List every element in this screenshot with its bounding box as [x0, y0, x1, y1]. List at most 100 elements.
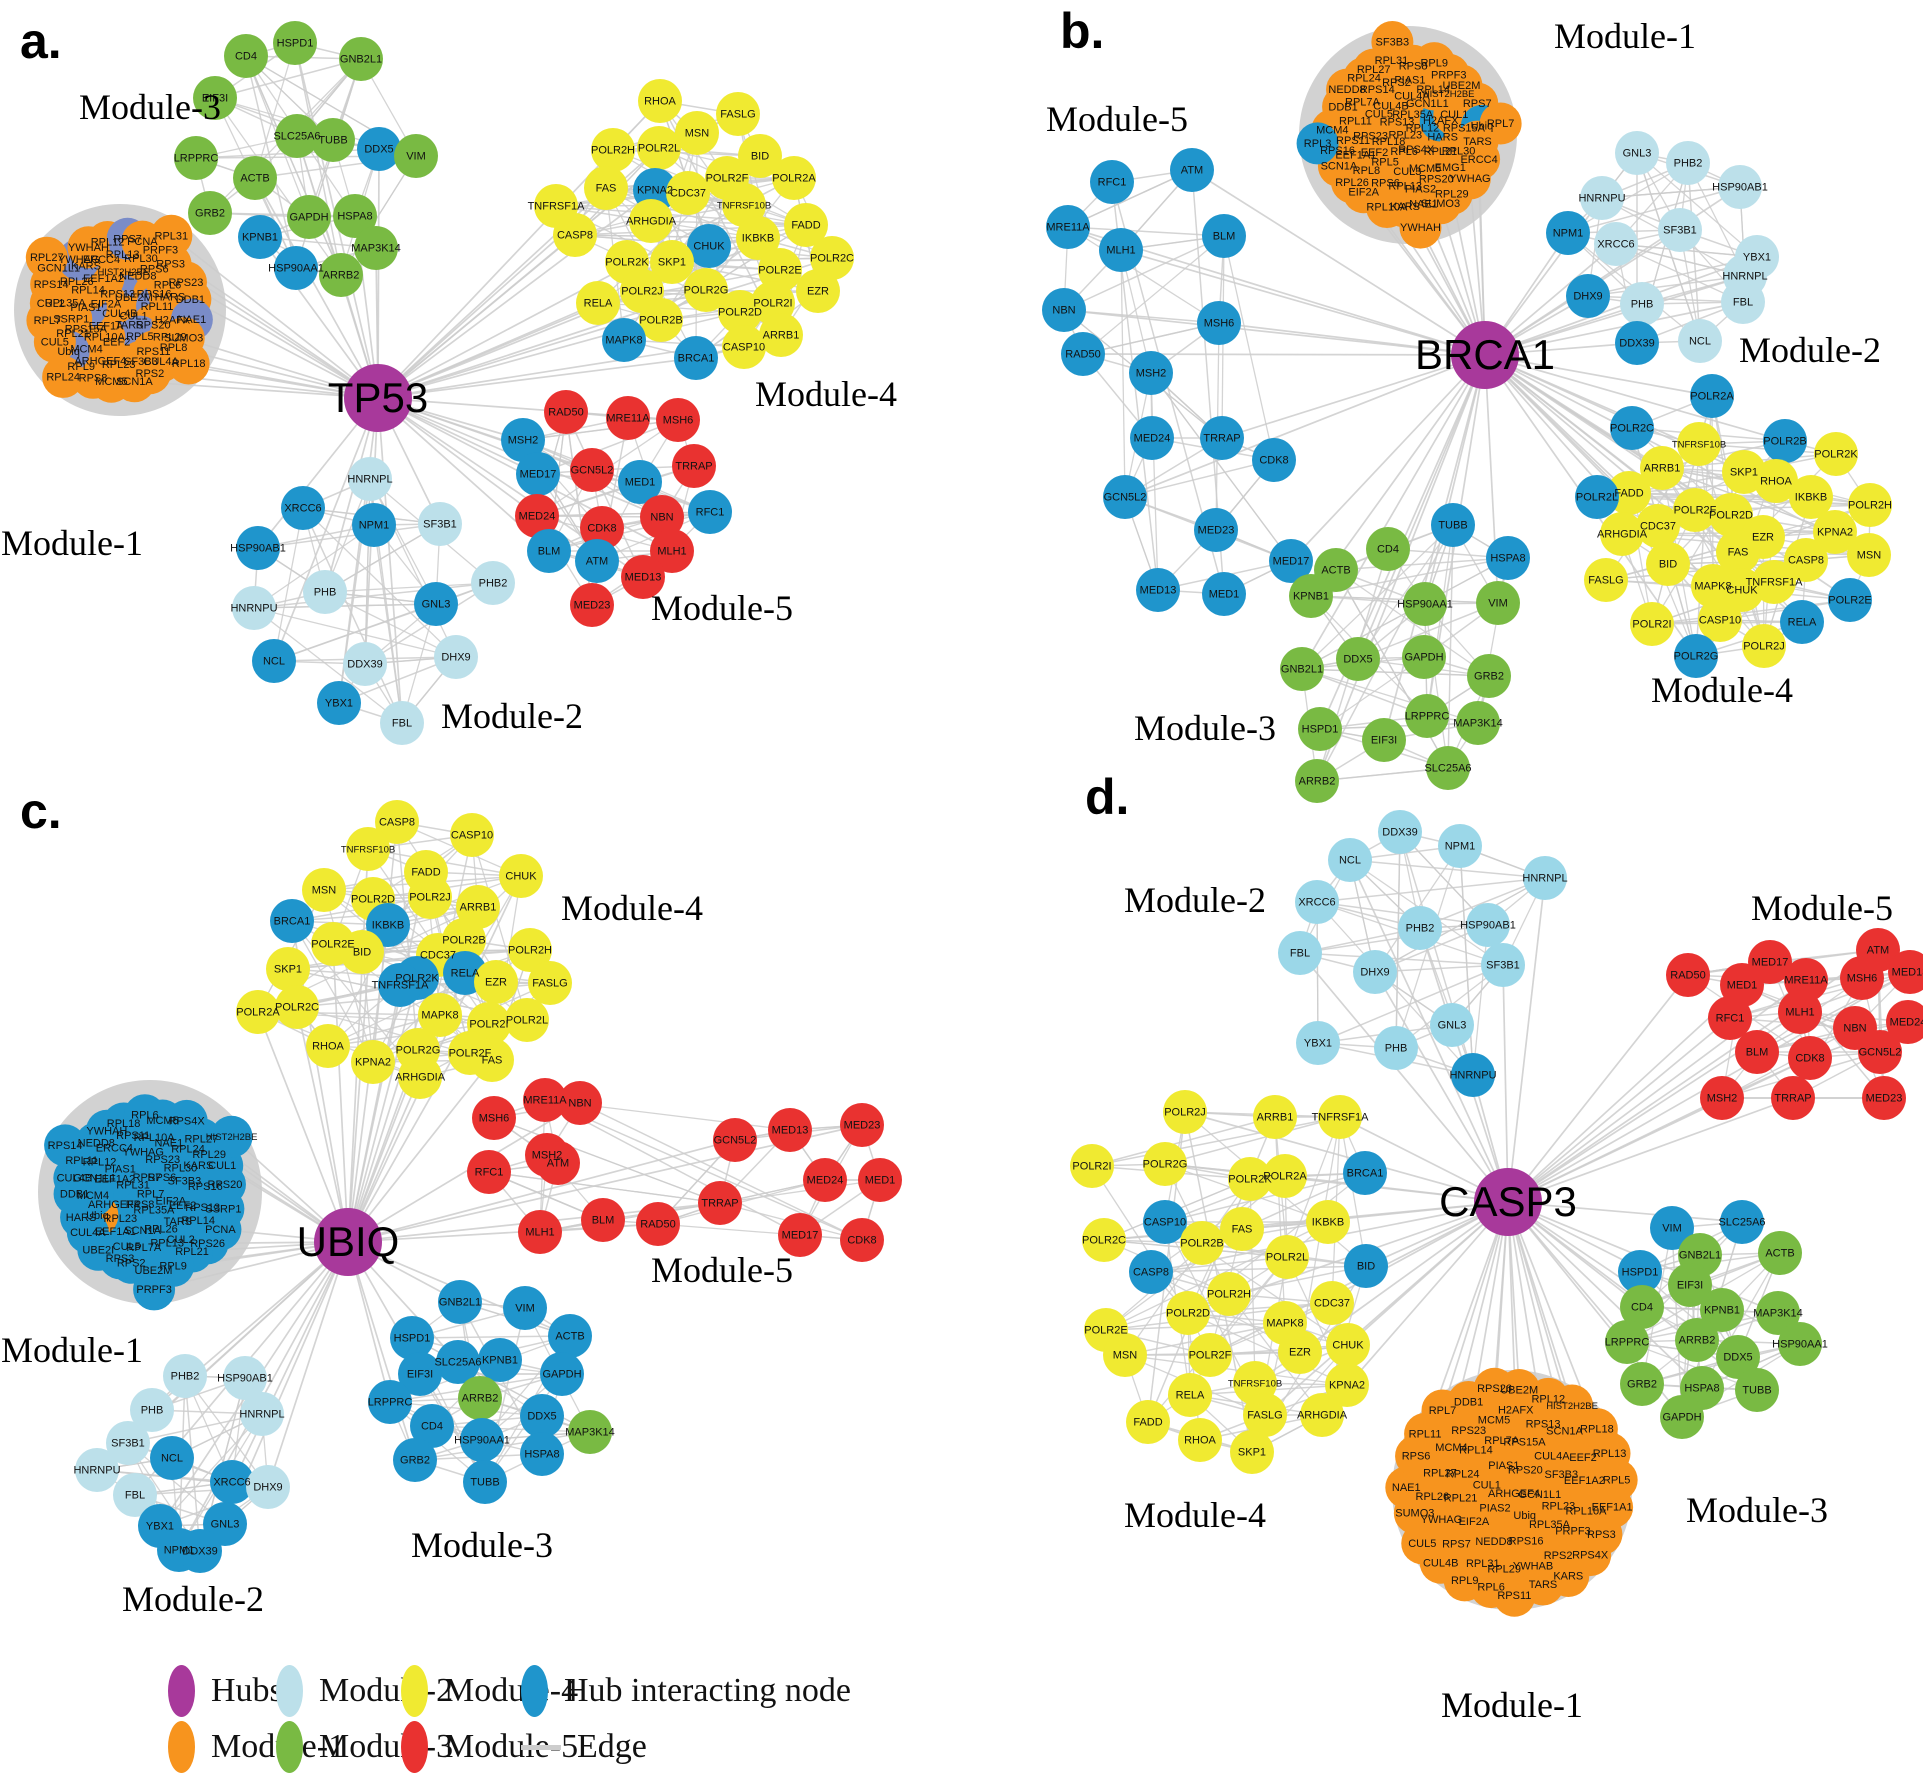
- node-PRPF3[interactable]: [133, 1268, 176, 1311]
- node-POLR2H[interactable]: [591, 128, 635, 172]
- node-TRRAP[interactable]: [672, 444, 716, 488]
- node-RELA[interactable]: [576, 281, 620, 325]
- node-LRPPRC[interactable]: [1605, 1320, 1649, 1364]
- node-CHUK[interactable]: [687, 224, 731, 268]
- node-CASP10[interactable]: [1143, 1200, 1187, 1244]
- node-POLR2I[interactable]: [1630, 602, 1674, 646]
- node-MSH2[interactable]: [1129, 351, 1173, 395]
- node-ARHGDIA[interactable]: [1300, 1393, 1344, 1437]
- node-EZR[interactable]: [474, 960, 518, 1004]
- node-YBX1[interactable]: [1296, 1021, 1340, 1065]
- node-HNRNPU[interactable]: [1580, 176, 1624, 220]
- node-RAD50[interactable]: [1666, 953, 1710, 997]
- node-BLM[interactable]: [1202, 214, 1246, 258]
- node-EIF3I[interactable]: [193, 76, 237, 120]
- node-HSPA8[interactable]: [520, 1432, 564, 1476]
- node-PHB[interactable]: [303, 570, 347, 614]
- node-DDX39[interactable]: [1378, 810, 1422, 854]
- node-POLR2A[interactable]: [772, 156, 816, 200]
- node-ACTB[interactable]: [548, 1314, 592, 1358]
- node-MSN[interactable]: [1103, 1333, 1147, 1377]
- node-DDX39[interactable]: [1615, 321, 1659, 365]
- node-CASP8[interactable]: [1784, 538, 1828, 582]
- node-GNB2L1[interactable]: [339, 37, 383, 81]
- node-RFC1[interactable]: [467, 1150, 511, 1194]
- node-RPL24[interactable]: [42, 355, 85, 398]
- node-BRCA1[interactable]: [1343, 1151, 1387, 1195]
- hub-node-BRCA1[interactable]: [1451, 321, 1519, 389]
- node-XRCC6[interactable]: [281, 486, 325, 530]
- node-NPM1[interactable]: [1438, 824, 1482, 868]
- node-RPL7[interactable]: [1479, 102, 1522, 145]
- node-MRE11A[interactable]: [1046, 205, 1090, 249]
- node-POLR2L[interactable]: [1575, 475, 1619, 519]
- node-DHX9[interactable]: [1353, 950, 1397, 994]
- node-LRPPRC[interactable]: [368, 1380, 412, 1424]
- node-ACTB[interactable]: [1758, 1231, 1802, 1275]
- node-POLR2C[interactable]: [1082, 1218, 1126, 1262]
- node-HNRNPU[interactable]: [1451, 1053, 1495, 1097]
- node-RPL18[interactable]: [167, 342, 210, 385]
- node-GRB2[interactable]: [393, 1438, 437, 1482]
- node-EIF3I[interactable]: [398, 1352, 442, 1396]
- node-RHOA[interactable]: [1178, 1418, 1222, 1462]
- node-EIF3I[interactable]: [1362, 718, 1406, 762]
- node-KPNB1[interactable]: [1700, 1288, 1744, 1332]
- node-MAPK8[interactable]: [602, 318, 646, 362]
- node-MED24[interactable]: [1886, 1000, 1923, 1044]
- node-GNL3[interactable]: [1430, 1003, 1474, 1047]
- node-HSPD1[interactable]: [390, 1316, 434, 1360]
- node-POLR2K[interactable]: [1814, 432, 1858, 476]
- node-ATM[interactable]: [1170, 148, 1214, 192]
- node-CASP10[interactable]: [722, 325, 766, 369]
- node-SKP1[interactable]: [1230, 1430, 1274, 1474]
- node-MRE11A[interactable]: [523, 1078, 567, 1122]
- node-KPNA2[interactable]: [1813, 510, 1857, 554]
- node-SF3B1[interactable]: [1481, 943, 1525, 987]
- node-DDX5[interactable]: [1716, 1335, 1760, 1379]
- node-POLR2D[interactable]: [1166, 1291, 1210, 1335]
- node-MSN[interactable]: [675, 111, 719, 155]
- node-MED13[interactable]: [768, 1108, 812, 1152]
- node-RHOA[interactable]: [638, 79, 682, 123]
- node-RFC1[interactable]: [688, 490, 732, 534]
- node-NCL[interactable]: [1328, 838, 1372, 882]
- node-TNFRSF1A[interactable]: [1318, 1095, 1362, 1139]
- node-HSP90AA1[interactable]: [1403, 582, 1447, 626]
- node-GCN5L2[interactable]: [1103, 475, 1147, 519]
- node-ARRB2[interactable]: [1675, 1318, 1719, 1362]
- node-ARRB1[interactable]: [456, 885, 500, 929]
- node-RAD50[interactable]: [1061, 332, 1105, 376]
- node-NCL[interactable]: [150, 1436, 194, 1480]
- node-DDX39[interactable]: [343, 642, 387, 686]
- node-BLM[interactable]: [581, 1198, 625, 1242]
- node-RPL7[interactable]: [1421, 1389, 1464, 1432]
- node-CASP10[interactable]: [1698, 598, 1742, 642]
- node-NCL[interactable]: [252, 639, 296, 683]
- node-GRB2[interactable]: [188, 191, 232, 235]
- node-POLR2J[interactable]: [1163, 1090, 1207, 1134]
- node-POLR2F[interactable]: [1673, 488, 1717, 532]
- node-YBX1[interactable]: [317, 681, 361, 725]
- node-PHB[interactable]: [1374, 1026, 1418, 1070]
- node-MSH2[interactable]: [1700, 1076, 1744, 1120]
- node-MSN[interactable]: [302, 868, 346, 912]
- node-PHB2[interactable]: [471, 561, 515, 605]
- node-GCN5L2[interactable]: [570, 448, 614, 492]
- node-TNFRSF1A[interactable]: [1752, 560, 1796, 604]
- node-TUBB[interactable]: [1735, 1368, 1779, 1412]
- node-RPL27[interactable]: [25, 236, 68, 279]
- node-DDX5[interactable]: [357, 127, 401, 171]
- node-SLC25A6[interactable]: [436, 1340, 480, 1384]
- node-FBL[interactable]: [1721, 280, 1765, 324]
- node-PHB2[interactable]: [1666, 141, 1710, 185]
- node-EZR[interactable]: [1278, 1330, 1322, 1374]
- node-IKBKB[interactable]: [1789, 475, 1833, 519]
- node-ATM[interactable]: [536, 1141, 580, 1185]
- node-YWHAH[interactable]: [67, 226, 110, 269]
- node-ARHGDIA[interactable]: [629, 199, 673, 243]
- node-POLR2L[interactable]: [1265, 1235, 1309, 1279]
- node-MAP3K14[interactable]: [1456, 701, 1500, 745]
- node-HNRNPU[interactable]: [232, 586, 276, 630]
- node-HNRNPL[interactable]: [240, 1392, 284, 1436]
